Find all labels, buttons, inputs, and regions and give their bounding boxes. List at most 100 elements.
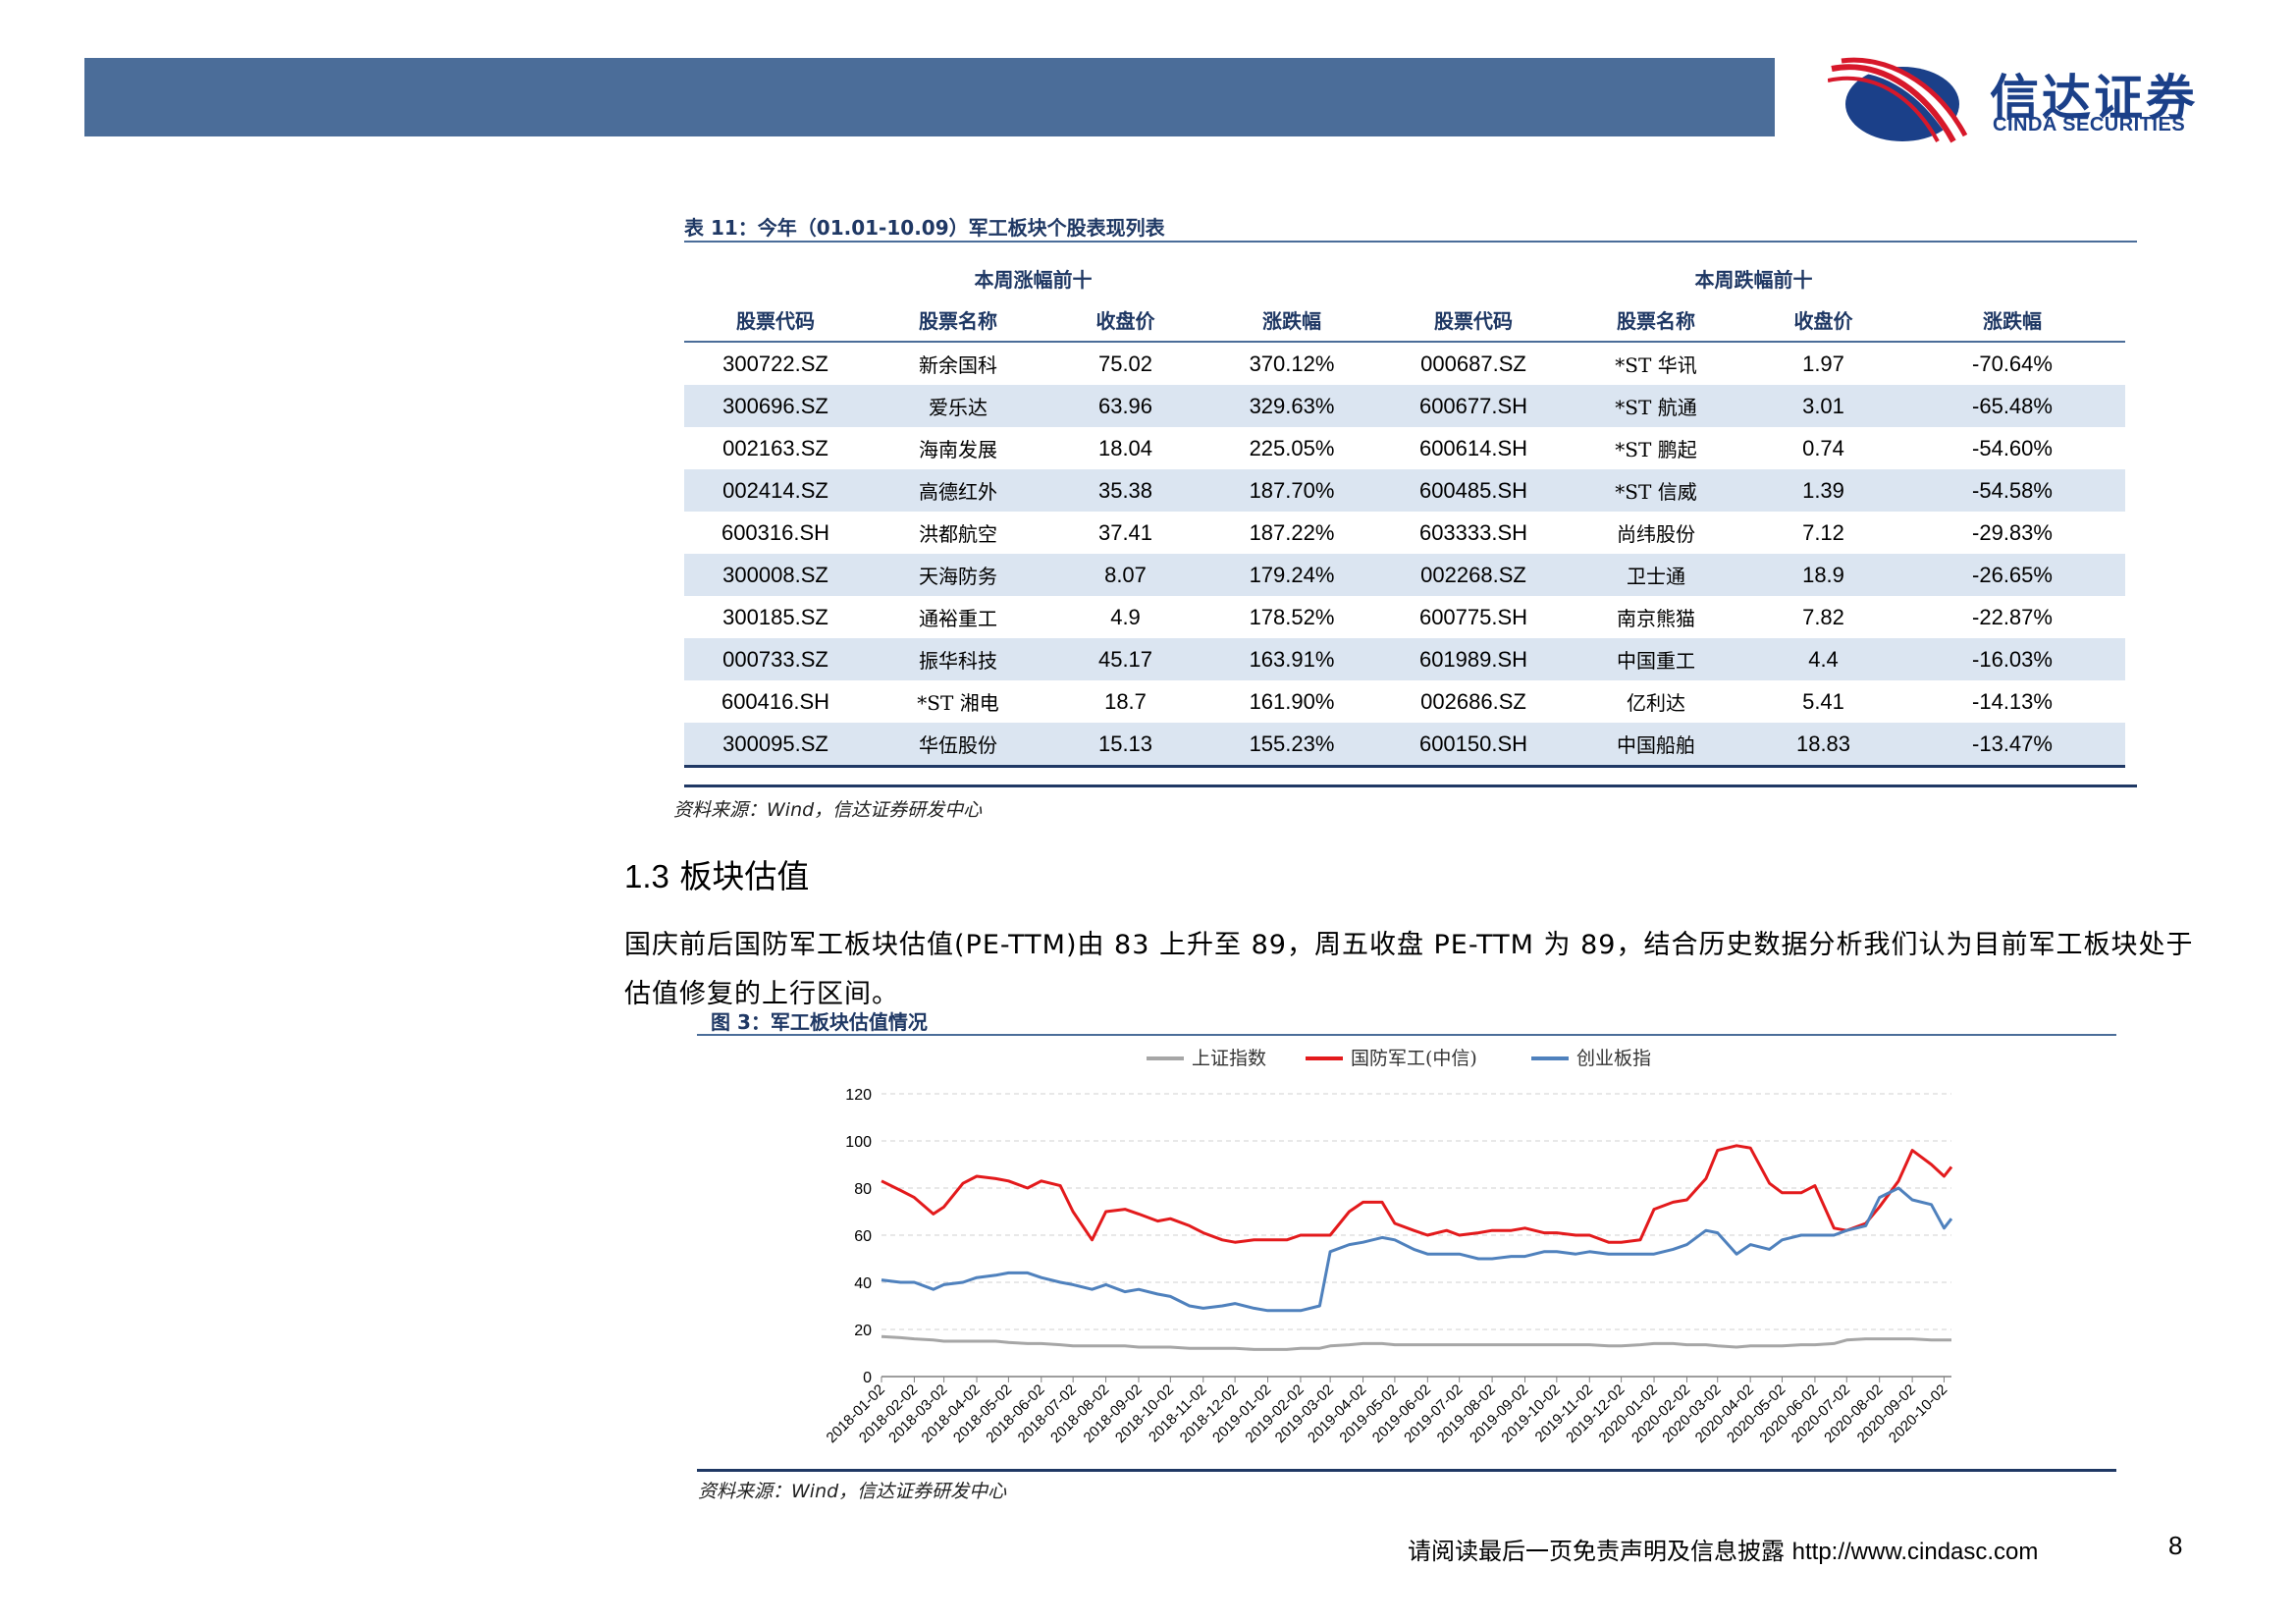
table-cell: -70.64% [1972, 351, 2053, 376]
table-cell: 002686.SZ [1420, 688, 1526, 714]
legend-item: 国防军工(中信) [1306, 1048, 1477, 1069]
table-cell: 卫士通 [1565, 554, 1747, 596]
table-cell: 海南发展 [919, 438, 997, 461]
table-cell: 4.9 [1110, 604, 1141, 629]
table-cell: 18.7 [1104, 688, 1147, 714]
table-cell: 1.97 [1802, 351, 1844, 376]
table-cell: 300185.SZ [722, 604, 828, 629]
table-cell: *ST 航通 [1565, 385, 1747, 427]
column-header: 股票名称 [867, 298, 1049, 343]
group-header-gainers: 本周涨幅前十 [974, 267, 1093, 292]
table-row: 300722.SZ 新余国科 75.02 370.12% 000687.SZ *ST 华讯… [684, 342, 2125, 385]
table-cell: 300095.SZ [684, 723, 867, 768]
table-cell: 7.12 [1802, 519, 1844, 545]
table-row: 300008.SZ 天海防务 8.07 179.24% 002268.SZ 卫士通 18.9… [684, 554, 2125, 596]
table-cell: 300696.SZ [684, 385, 867, 427]
table-cell: 002268.SZ [1382, 554, 1565, 596]
table-cell: 600416.SH [721, 688, 830, 714]
legend-label: 国防军工(中信) [1351, 1048, 1477, 1069]
footer-url[interactable]: http://www.cindasc.com [1791, 1539, 2039, 1565]
table-cell: 155.23% [1201, 723, 1382, 768]
cinda-logo: 信达证券 CINDA SECURITIES [1828, 55, 2240, 145]
table-cell: *ST 信威 [1565, 469, 1747, 512]
table-cell: 中国船舶 [1565, 723, 1747, 768]
group-header-losers: 本周跌幅前十 [1694, 267, 1813, 292]
table-cell: 603333.SH [1418, 519, 1528, 545]
y-tick-label: 0 [863, 1370, 872, 1386]
brand-name-en: CINDA SECURITIES [1993, 114, 2186, 135]
section-heading: 1.3 板块估值 [624, 850, 809, 897]
legend-item: 创业板指 [1531, 1048, 1651, 1069]
table-cell: 002163.SZ [722, 435, 828, 460]
table-row: 300185.SZ 通裕重工 4.9 178.52% 600775.SH 南京熊猫 7.82… [684, 596, 2125, 638]
column-header: 收盘价 [1747, 298, 1899, 343]
table-cell: 300008.SZ [684, 554, 867, 596]
table-cell: 600614.SH [1418, 435, 1528, 460]
column-header: 股票名称 [1565, 298, 1747, 343]
table-cell: 5.41 [1802, 688, 1844, 714]
table-cell: *ST 鹏起 [1615, 438, 1697, 461]
valuation-line-chart: 0204060801001202018-01-022018-02-022018-… [824, 1048, 1953, 1446]
figure-caption-rule [697, 1034, 2116, 1036]
table-cell: 600485.SH [1382, 469, 1565, 512]
table-cell: 370.12% [1249, 351, 1335, 376]
table-cell: 601989.SH [1382, 638, 1565, 680]
table-cell: 187.70% [1201, 469, 1382, 512]
table-cell: 600150.SH [1382, 723, 1565, 768]
table-cell: 600316.SH [721, 519, 830, 545]
table-cell: 7.82 [1802, 604, 1844, 629]
table-cell: 南京熊猫 [1617, 607, 1695, 630]
table-cell: 15.13 [1049, 723, 1201, 768]
table-cell: 329.63% [1201, 385, 1382, 427]
table-cell: 振华科技 [867, 638, 1049, 680]
table-cell: 45.17 [1049, 638, 1201, 680]
table-cell: 爱乐达 [867, 385, 1049, 427]
section-paragraph: 国庆前后国防军工板块估值(PE-TTM)由 83 上升至 89，周五收盘 PE-… [624, 930, 2194, 1009]
table-row: 002163.SZ 海南发展 18.04 225.05% 600614.SH *ST 鹏起… [684, 427, 2125, 469]
table-cell: 37.41 [1097, 519, 1153, 545]
y-tick-label: 80 [854, 1181, 872, 1198]
table-row: 300696.SZ 爱乐达 63.96 329.63% 600677.SH *ST 航通 3… [684, 385, 2125, 427]
table-caption-rule [684, 241, 2137, 243]
y-tick-label: 60 [854, 1228, 872, 1245]
legend-label: 上证指数 [1192, 1048, 1266, 1069]
column-header: 涨跌幅 [1201, 298, 1382, 343]
table-row: 300095.SZ 华伍股份 15.13 155.23% 600150.SH 中国船舶 18… [684, 723, 2125, 768]
table-cell: -54.60% [1972, 435, 2053, 460]
table-cell: 300722.SZ [722, 351, 828, 376]
series-line-2 [881, 1186, 1953, 1313]
table-cell: 高德红外 [867, 469, 1049, 512]
cinda-logo-mark [1828, 56, 1968, 145]
table-cell: 亿利达 [1627, 691, 1685, 715]
table-cell: 225.05% [1249, 435, 1335, 460]
table-cell: -26.65% [1899, 554, 2125, 596]
table-cell: *ST 湘电 [917, 691, 999, 715]
table-cell: 天海防务 [867, 554, 1049, 596]
section-number: 1.3 [624, 858, 669, 894]
table-cell: 000733.SZ [684, 638, 867, 680]
legend-label: 创业板指 [1576, 1048, 1651, 1069]
table-cell: -65.48% [1899, 385, 2125, 427]
table-row: 000733.SZ 振华科技 45.17 163.91% 601989.SH 中国重工 4.… [684, 638, 2125, 680]
table-cell: 18.04 [1097, 435, 1153, 460]
legend-item: 上证指数 [1147, 1048, 1266, 1069]
table-cell: 161.90% [1249, 688, 1335, 714]
y-tick-label: 120 [845, 1087, 872, 1104]
table-row: 600416.SH *ST 湘电 18.7 161.90% 002686.SZ 亿利达 5.… [684, 680, 2125, 723]
table-cell: 63.96 [1049, 385, 1201, 427]
table-cell: 华伍股份 [867, 723, 1049, 768]
table-cell: 0.74 [1802, 435, 1844, 460]
table-source: 资料来源：Wind，信达证券研发中心 [673, 799, 983, 821]
table-bottom-rule [684, 785, 2137, 787]
y-tick-label: 20 [854, 1323, 872, 1339]
table-cell: 35.38 [1049, 469, 1201, 512]
y-tick-label: 100 [845, 1134, 872, 1151]
table-cell: -14.13% [1972, 688, 2053, 714]
footer: 请阅读最后一页免责声明及信息披露 http://www.cindasc.com [1408, 1532, 2038, 1566]
table-cell: 3.01 [1747, 385, 1899, 427]
table-cell: 尚纬股份 [1617, 522, 1695, 546]
brand-name-cn: 信达证券 [1990, 70, 2198, 127]
table-cell: 187.22% [1249, 519, 1335, 545]
page-number: 8 [2168, 1531, 2183, 1560]
table-cell: 600677.SH [1382, 385, 1565, 427]
